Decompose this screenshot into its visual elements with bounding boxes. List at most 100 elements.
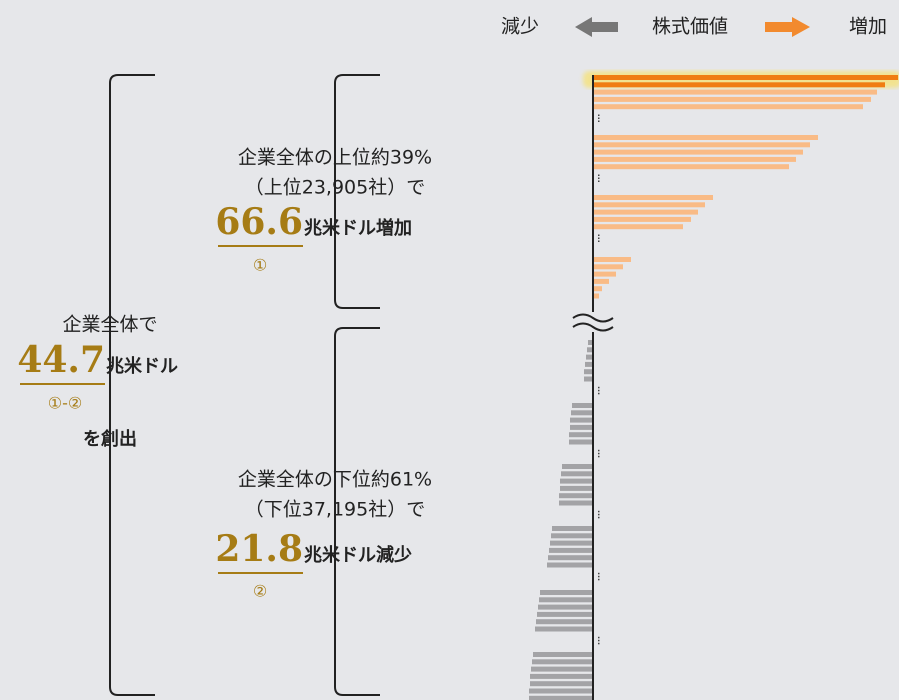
bar-decrease — [584, 376, 592, 382]
bar-increase — [594, 142, 810, 148]
ellipsis-dot — [598, 455, 600, 458]
bracket-top — [334, 74, 380, 309]
bottom-line2: （下位37,195社）で — [245, 499, 425, 521]
total-line2: を創出 — [83, 428, 137, 450]
bar-decrease — [532, 659, 592, 665]
bar-increase — [594, 278, 609, 284]
top-amount: 66.6 — [215, 201, 303, 243]
bar-increase — [594, 264, 623, 270]
bottom-marker: ② — [253, 582, 267, 601]
ellipsis-dot — [598, 516, 600, 519]
bar-increase — [594, 82, 885, 88]
legend-decrease: 減少 — [501, 16, 539, 38]
bar-decrease — [570, 424, 592, 430]
legend-increase: 増加 — [849, 16, 887, 38]
bar-decrease — [530, 681, 592, 687]
ellipsis-dot — [598, 120, 600, 122]
bars — [529, 71, 899, 700]
bar-decrease — [549, 547, 592, 553]
bar-decrease — [569, 432, 592, 438]
bottom-line1: 企業全体の下位約61% — [238, 469, 432, 491]
bar-decrease — [529, 688, 592, 694]
bar-decrease — [571, 410, 592, 416]
bar-increase — [594, 202, 705, 208]
ellipsis-dot — [598, 510, 600, 513]
axis-break — [572, 313, 614, 332]
bar-increase — [594, 293, 599, 299]
ellipsis-dot — [598, 449, 600, 452]
ellipsis-dot — [598, 180, 600, 182]
ellipsis-dot — [598, 114, 600, 116]
bar-decrease — [533, 652, 592, 657]
ellipsis-dot — [598, 572, 600, 575]
ellipsis-dot — [598, 237, 600, 239]
bar-increase — [594, 89, 877, 95]
legend-center: 株式価値 — [652, 16, 728, 38]
bar-decrease — [547, 562, 592, 568]
bar-decrease — [588, 340, 592, 345]
ellipsis-dot — [598, 177, 600, 179]
bar-increase — [594, 286, 602, 292]
bar-decrease — [552, 526, 592, 531]
top-line1: 企業全体の上位約39% — [238, 147, 432, 169]
bar-decrease — [550, 540, 592, 546]
bar-increase — [594, 149, 803, 155]
ellipsis-dot — [598, 636, 600, 639]
top-unit: 兆米ドル増加 — [304, 217, 412, 239]
bar-decrease — [538, 604, 592, 610]
bar-increase — [594, 195, 713, 200]
bar-increase — [594, 209, 698, 215]
bar-decrease — [586, 354, 592, 360]
arrow-right — [765, 17, 810, 37]
bar-decrease — [539, 597, 592, 603]
bracket-bottom — [334, 327, 380, 696]
bar-increase — [594, 224, 683, 230]
bar-decrease — [530, 673, 592, 679]
bar-decrease — [570, 417, 592, 423]
bar-decrease — [551, 533, 592, 539]
ellipsis-dot — [598, 578, 600, 581]
bar-decrease — [531, 666, 592, 672]
bar-decrease — [535, 626, 592, 632]
bar-increase — [594, 104, 863, 110]
ellipsis-dot — [598, 174, 600, 176]
ellipsis-dot — [598, 575, 600, 578]
bar-decrease — [559, 500, 592, 506]
ellipsis-dot — [598, 452, 600, 455]
bar-decrease — [560, 485, 592, 491]
ellipsis-dot — [598, 240, 600, 242]
bar-decrease — [584, 369, 592, 375]
bottom-amount: 21.8 — [215, 528, 303, 570]
total-line1: 企業全体で — [62, 314, 157, 336]
bar-decrease — [537, 611, 592, 617]
ellipsis-dot — [598, 389, 600, 392]
bar-increase — [594, 156, 796, 162]
bar-decrease — [559, 493, 592, 499]
ellipsis-dot — [598, 642, 600, 645]
bar-decrease — [585, 361, 592, 367]
bar-increase — [594, 96, 871, 102]
bar-increase — [594, 257, 631, 262]
bar-decrease — [536, 619, 592, 625]
bar-decrease — [587, 347, 592, 353]
bar-decrease — [548, 555, 592, 561]
ellipsis-dot — [598, 117, 600, 119]
total-unit: 兆米ドル — [106, 355, 178, 377]
bar-decrease — [529, 695, 592, 700]
total-marker: ①-② — [48, 394, 82, 413]
bar-decrease — [569, 439, 592, 445]
bar-increase — [594, 216, 691, 222]
top-line2: （上位23,905社）で — [245, 177, 425, 199]
ellipsis-dot — [598, 386, 600, 389]
bar-decrease — [561, 471, 592, 477]
bar-decrease — [562, 464, 592, 469]
ellipsis-dot — [598, 639, 600, 642]
total-amount: 44.7 — [17, 339, 105, 381]
bar-increase — [594, 75, 898, 80]
ellipsis-dot — [598, 513, 600, 516]
top-marker: ① — [253, 256, 267, 275]
arrow-left — [575, 17, 618, 37]
bar-decrease — [560, 478, 592, 484]
bracket-total — [109, 74, 155, 696]
